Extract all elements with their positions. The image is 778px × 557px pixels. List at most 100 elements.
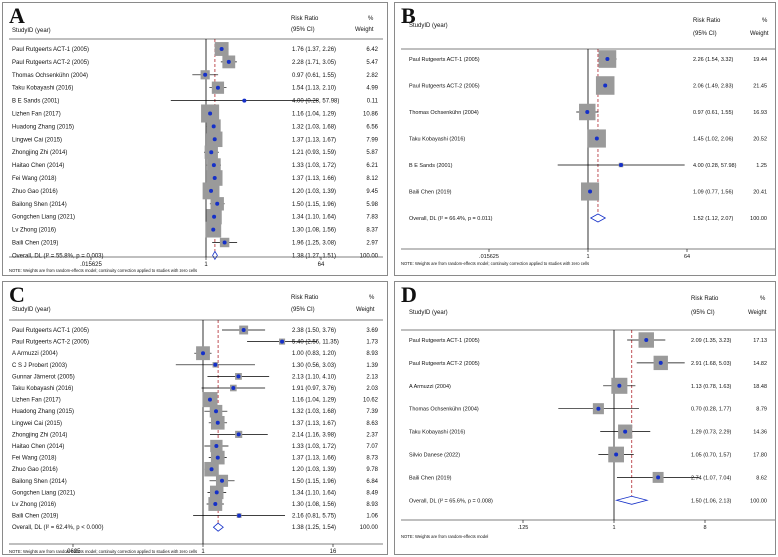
header-effect: Risk Ratio bbox=[291, 295, 319, 301]
point-estimate bbox=[201, 351, 205, 356]
study-label: Zhuo Gao (2016) bbox=[12, 467, 58, 473]
axis-tick-label: 1 bbox=[201, 549, 205, 555]
header-ci: (95% CI) bbox=[291, 307, 315, 313]
point-estimate bbox=[596, 406, 601, 411]
effect-text: 1.91 (0.97, 3.76) bbox=[292, 386, 336, 392]
study-label: Paul Rutgeerts ACT-2 (2005) bbox=[409, 361, 480, 367]
study-label: Bailong Shen (2014) bbox=[12, 202, 67, 208]
study-label: Huadong Zhang (2015) bbox=[12, 409, 74, 415]
chart-note: NOTE: Weights are from random-effects mo… bbox=[401, 261, 589, 266]
overall-diamond bbox=[212, 522, 224, 532]
weight-text: 2.97 bbox=[366, 241, 378, 247]
effect-text: 1.37 (1.13, 1.67) bbox=[292, 137, 336, 143]
header-study: StudyID (year) bbox=[409, 23, 448, 29]
effect-text: 4.00 (0.28, 57.98) bbox=[693, 163, 737, 169]
header-ci: (95% CI) bbox=[693, 31, 717, 37]
effect-text: 1.37 (1.13, 1.66) bbox=[292, 456, 336, 462]
effect-text: 1.37 (1.13, 1.66) bbox=[292, 176, 336, 182]
axis-tick-label: .015625 bbox=[80, 262, 102, 268]
effect-text: 0.70 (0.28, 1.77) bbox=[691, 407, 732, 413]
point-estimate bbox=[219, 47, 224, 51]
axis-tick-label: 1 bbox=[204, 262, 208, 268]
weight-text: 7.07 bbox=[366, 444, 378, 450]
overall-weight-text: 100.00 bbox=[360, 253, 379, 259]
weight-text: 8.12 bbox=[366, 176, 378, 182]
header-effect: Risk Ratio bbox=[693, 18, 721, 24]
forest-plot-b: Paul Rutgeerts ACT-1 (2005) 2.26 (1.54, 3… bbox=[401, 48, 775, 266]
study-label: Huadong Zhang (2015) bbox=[12, 124, 74, 130]
header-weight: Weight bbox=[355, 27, 374, 33]
panel-label: D bbox=[401, 282, 417, 307]
study-label: Baili Chen (2019) bbox=[409, 475, 452, 481]
axis-tick-label: 8 bbox=[703, 525, 706, 531]
effect-text: 2.26 (1.54, 3.32) bbox=[693, 57, 734, 63]
chart-note: NOTE: Weights are from random-effects mo… bbox=[9, 268, 197, 273]
weight-text: 8.73 bbox=[366, 456, 378, 462]
axis-tick-label: .125 bbox=[518, 525, 529, 531]
point-estimate bbox=[209, 188, 214, 193]
header-weight: Weight bbox=[356, 307, 375, 313]
effect-text: 1.50 (1.15, 1.96) bbox=[292, 202, 336, 208]
weight-text: 6.42 bbox=[366, 47, 378, 53]
effect-text: 1.05 (0.70, 1.57) bbox=[691, 453, 732, 459]
point-estimate bbox=[209, 150, 214, 155]
weight-text: 8.37 bbox=[366, 228, 378, 234]
overall-diamond bbox=[212, 250, 218, 261]
point-estimate bbox=[215, 455, 220, 460]
weight-text: 20.41 bbox=[753, 190, 767, 196]
panel-label: A bbox=[9, 3, 25, 28]
study-label: Paul Rutgeerts ACT-1 (2005) bbox=[409, 57, 480, 63]
effect-text: 1.96 (1.25, 3.08) bbox=[292, 241, 336, 247]
effect-text: 1.16 (1.04, 1.29) bbox=[292, 112, 336, 118]
study-label: C S J Probert (2003) bbox=[12, 363, 67, 369]
point-estimate bbox=[614, 452, 619, 457]
header-pct: % bbox=[760, 296, 766, 302]
effect-text: 1.33 (1.03, 1.72) bbox=[292, 444, 336, 450]
point-estimate bbox=[215, 85, 220, 90]
weight-text: 6.84 bbox=[366, 479, 378, 485]
point-estimate bbox=[214, 409, 219, 414]
weight-text: 2.82 bbox=[366, 73, 378, 79]
effect-text: 1.34 (1.10, 1.64) bbox=[292, 215, 336, 221]
point-estimate bbox=[211, 163, 216, 168]
study-label: Fei Wang (2018) bbox=[12, 456, 56, 462]
overall-label: Overall, DL (I² = 66.4%, p = 0.011) bbox=[409, 216, 493, 222]
header-study: StudyID (year) bbox=[12, 307, 51, 313]
point-estimate bbox=[603, 83, 608, 88]
weight-text: 1.06 bbox=[366, 514, 378, 520]
study-label: Baili Chen (2019) bbox=[12, 241, 58, 247]
effect-text: 1.34 (1.10, 1.64) bbox=[292, 490, 336, 496]
point-estimate bbox=[214, 444, 219, 448]
weight-text: 8.49 bbox=[366, 490, 378, 496]
weight-text: 18.48 bbox=[753, 384, 767, 390]
panel-label: B bbox=[401, 3, 416, 28]
study-label: Lizhen Fan (2017) bbox=[12, 112, 61, 118]
header-ci: (95% CI) bbox=[291, 27, 315, 33]
study-label: B E Sands (2001) bbox=[409, 163, 453, 169]
effect-text: 2.74 (1.07, 7.04) bbox=[691, 475, 732, 481]
point-estimate bbox=[207, 397, 212, 402]
weight-text: 10.86 bbox=[363, 112, 379, 118]
study-label: Bailong Shen (2014) bbox=[12, 479, 67, 485]
effect-text: 2.09 (1.35, 3.23) bbox=[691, 338, 732, 344]
weight-text: 8.93 bbox=[366, 502, 378, 508]
overall-weight-text: 100.00 bbox=[360, 525, 379, 531]
effect-text: 2.38 (1.50, 3.76) bbox=[292, 328, 336, 334]
study-label: Zhongjing Zhi (2014) bbox=[12, 432, 67, 438]
point-estimate bbox=[220, 478, 225, 483]
study-label: A Armuzzi (2004) bbox=[12, 351, 58, 357]
axis-tick-label: 64 bbox=[318, 262, 325, 268]
weight-text: 14.82 bbox=[753, 361, 767, 367]
point-estimate bbox=[222, 240, 227, 245]
point-estimate bbox=[237, 513, 242, 518]
weight-text: 14.36 bbox=[753, 430, 767, 436]
forest-panel-c: C StudyID (year) Risk Ratio (95% CI) % W… bbox=[2, 281, 388, 555]
study-label: Lv Zhong (2016) bbox=[12, 502, 56, 508]
weight-text: 7.83 bbox=[366, 215, 378, 221]
overall-effect-text: 1.50 (1.06, 2.13) bbox=[691, 498, 732, 504]
header-study: StudyID (year) bbox=[12, 28, 51, 34]
effect-text: 2.16 (0.81, 5.75) bbox=[292, 514, 336, 520]
study-label: Haitao Chen (2014) bbox=[12, 444, 64, 450]
effect-text: 1.50 (1.15, 1.96) bbox=[292, 479, 336, 485]
overall-label: Overall, DL (I² = 62.4%, p < 0.000) bbox=[12, 525, 104, 531]
